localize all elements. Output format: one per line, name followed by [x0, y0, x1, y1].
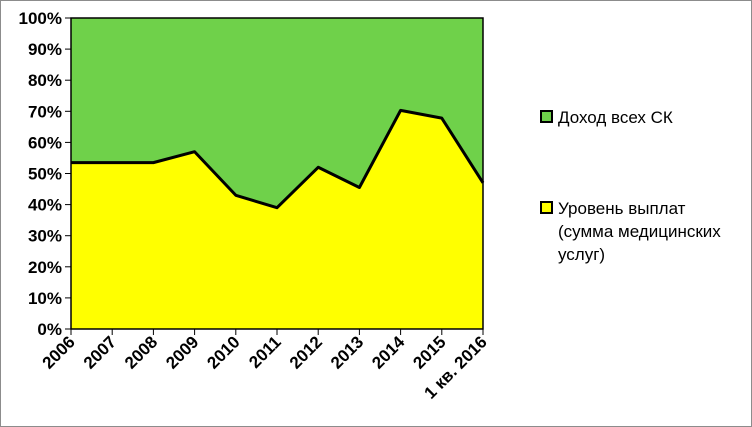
- legend-entry-payouts: Уровень выплат (сумма медицинских услуг): [540, 199, 721, 264]
- legend-swatch: [540, 201, 553, 214]
- y-tick-label: 90%: [28, 40, 62, 59]
- x-tick-label: 2014: [368, 332, 409, 373]
- area-series-payouts: [71, 110, 483, 329]
- y-tick-label: 0%: [37, 320, 62, 339]
- y-tick-label: 70%: [28, 102, 62, 121]
- y-tick-label: 100%: [19, 9, 62, 28]
- y-tick-label: 20%: [28, 258, 62, 277]
- legend: Доход всех СК Уровень выплат (сумма медици…: [540, 108, 721, 264]
- legend-label: Уровень выплат: [558, 199, 686, 218]
- y-tick-label: 40%: [28, 196, 62, 215]
- x-tick-label: 2009: [162, 332, 202, 372]
- x-tick-label: 2008: [121, 332, 161, 372]
- x-tick-label: 2010: [203, 332, 243, 372]
- legend-swatch: [540, 110, 553, 123]
- plot-area: [70, 17, 485, 330]
- legend-label: услуг): [558, 245, 605, 264]
- legend-label: (сумма медицинских: [558, 222, 721, 241]
- y-tick-label: 10%: [28, 289, 62, 308]
- legend-label: Доход всех СК: [558, 108, 673, 127]
- y-tick-label: 60%: [28, 133, 62, 152]
- y-tick-label: 80%: [28, 71, 62, 90]
- legend-entry-income: Доход всех СК: [540, 108, 673, 127]
- x-tick-label: 2007: [80, 332, 120, 372]
- y-axis: 0% 10% 20% 30% 40% 50% 60% 70% 80% 90% 100%: [19, 9, 71, 339]
- x-tick-label: 2011: [245, 332, 285, 372]
- y-tick-label: 30%: [28, 227, 62, 246]
- x-tick-label: 2012: [286, 332, 326, 372]
- y-tick-label: 50%: [28, 165, 62, 184]
- area-series-income: [71, 18, 483, 208]
- x-axis: 2006 2007 2008 2009 2010 2011 2012 2013 2014 2015…: [39, 329, 491, 403]
- x-tick-label: 2013: [327, 332, 367, 372]
- series-boundary-line: [71, 108, 485, 210]
